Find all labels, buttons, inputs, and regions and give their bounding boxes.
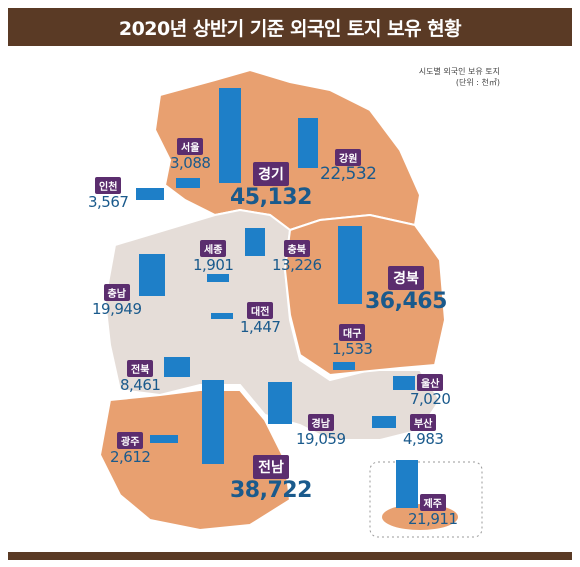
name-badge: 강원 — [335, 149, 362, 166]
bar-gyeonggi — [219, 88, 241, 183]
label-ulsan: 울산 7,020 — [410, 372, 451, 408]
bottom-bar — [8, 552, 572, 560]
label-gangwon: 강원 22,532 — [320, 147, 377, 184]
value-text: 1,533 — [332, 340, 373, 358]
note-line2: (단위 : 천㎡) — [455, 78, 500, 87]
bar-ulsan — [393, 376, 415, 390]
label-jeju: 제주 21,911 — [408, 492, 458, 528]
bar-jeju — [396, 460, 418, 508]
bar-jeonbuk — [164, 357, 190, 377]
label-chungnam: 충남 19,949 — [92, 282, 142, 318]
map-region-southwest — [98, 389, 292, 532]
value-text: 1,901 — [193, 256, 234, 274]
bar-chungnam — [139, 254, 165, 296]
label-sejong: 세종 1,901 — [193, 238, 234, 274]
value-text: 13,226 — [272, 256, 322, 274]
name-badge: 전북 — [127, 360, 154, 377]
note-line1: 시도별 외국인 보유 토지 — [418, 67, 500, 76]
value-text: 22,532 — [320, 164, 377, 184]
value-text: 2,612 — [110, 448, 151, 466]
label-jeonnam: 전남 38,722 — [230, 455, 312, 503]
name-badge: 울산 — [417, 374, 444, 391]
label-jeonbuk: 전북 8,461 — [120, 358, 161, 394]
value-text: 21,911 — [408, 510, 458, 528]
label-gyeongnam: 경남 19,059 — [296, 412, 346, 448]
bar-seoul — [176, 178, 200, 188]
bar-gangwon — [298, 118, 318, 168]
name-badge: 경남 — [307, 414, 334, 431]
bar-gyeongbuk — [338, 226, 362, 304]
page-title: 2020년 상반기 기준 외국인 토지 보유 현황 — [8, 8, 572, 46]
value-text: 19,949 — [92, 300, 142, 318]
name-badge: 인천 — [95, 177, 122, 194]
label-daegu: 대구 1,533 — [332, 322, 373, 358]
name-badge: 충남 — [103, 284, 130, 301]
value-text: 8,461 — [120, 376, 161, 394]
name-badge: 경북 — [388, 266, 424, 290]
label-chungbuk: 충북 13,226 — [272, 238, 322, 274]
name-badge: 경기 — [253, 162, 289, 186]
label-daejeon: 대전 1,447 — [240, 300, 281, 336]
value-text: 36,465 — [365, 289, 447, 314]
name-badge: 부산 — [410, 414, 437, 431]
label-seoul: 서울 3,088 — [170, 136, 211, 172]
name-badge: 광주 — [117, 432, 144, 449]
name-badge: 전남 — [253, 455, 289, 479]
value-text: 19,059 — [296, 430, 346, 448]
value-text: 38,722 — [230, 478, 312, 503]
bar-chungbuk — [207, 274, 229, 282]
label-incheon: 인천 3,567 — [88, 175, 129, 211]
label-gyeongbuk: 경북 36,465 — [365, 266, 447, 314]
name-badge: 충북 — [283, 240, 310, 257]
value-text: 4,983 — [403, 430, 444, 448]
bar-gyeongnam — [268, 382, 292, 424]
bar-gwangju — [150, 435, 178, 443]
value-text: 7,020 — [410, 390, 451, 408]
value-text: 3,088 — [170, 154, 211, 172]
value-text: 45,132 — [230, 185, 312, 210]
name-badge: 제주 — [419, 494, 446, 511]
bar-incheon — [136, 188, 164, 200]
bar-busan — [372, 416, 396, 428]
label-gyeonggi: 경기 45,132 — [230, 162, 312, 210]
map-region-east — [283, 213, 447, 377]
value-text: 1,447 — [240, 318, 281, 336]
name-badge: 서울 — [177, 138, 204, 155]
bar-daegu — [333, 362, 355, 370]
name-badge: 대구 — [339, 324, 366, 341]
label-gwangju: 광주 2,612 — [110, 430, 151, 466]
value-text: 3,567 — [88, 193, 129, 211]
name-badge: 세종 — [200, 240, 227, 257]
bar-daejeon — [211, 313, 233, 319]
label-busan: 부산 4,983 — [403, 412, 444, 448]
name-badge: 대전 — [247, 302, 274, 319]
bar-jeonnam — [202, 380, 224, 464]
unit-note: 시도별 외국인 보유 토지 (단위 : 천㎡) — [419, 66, 500, 88]
bar-sejong — [245, 228, 265, 256]
bar-group — [136, 88, 418, 508]
